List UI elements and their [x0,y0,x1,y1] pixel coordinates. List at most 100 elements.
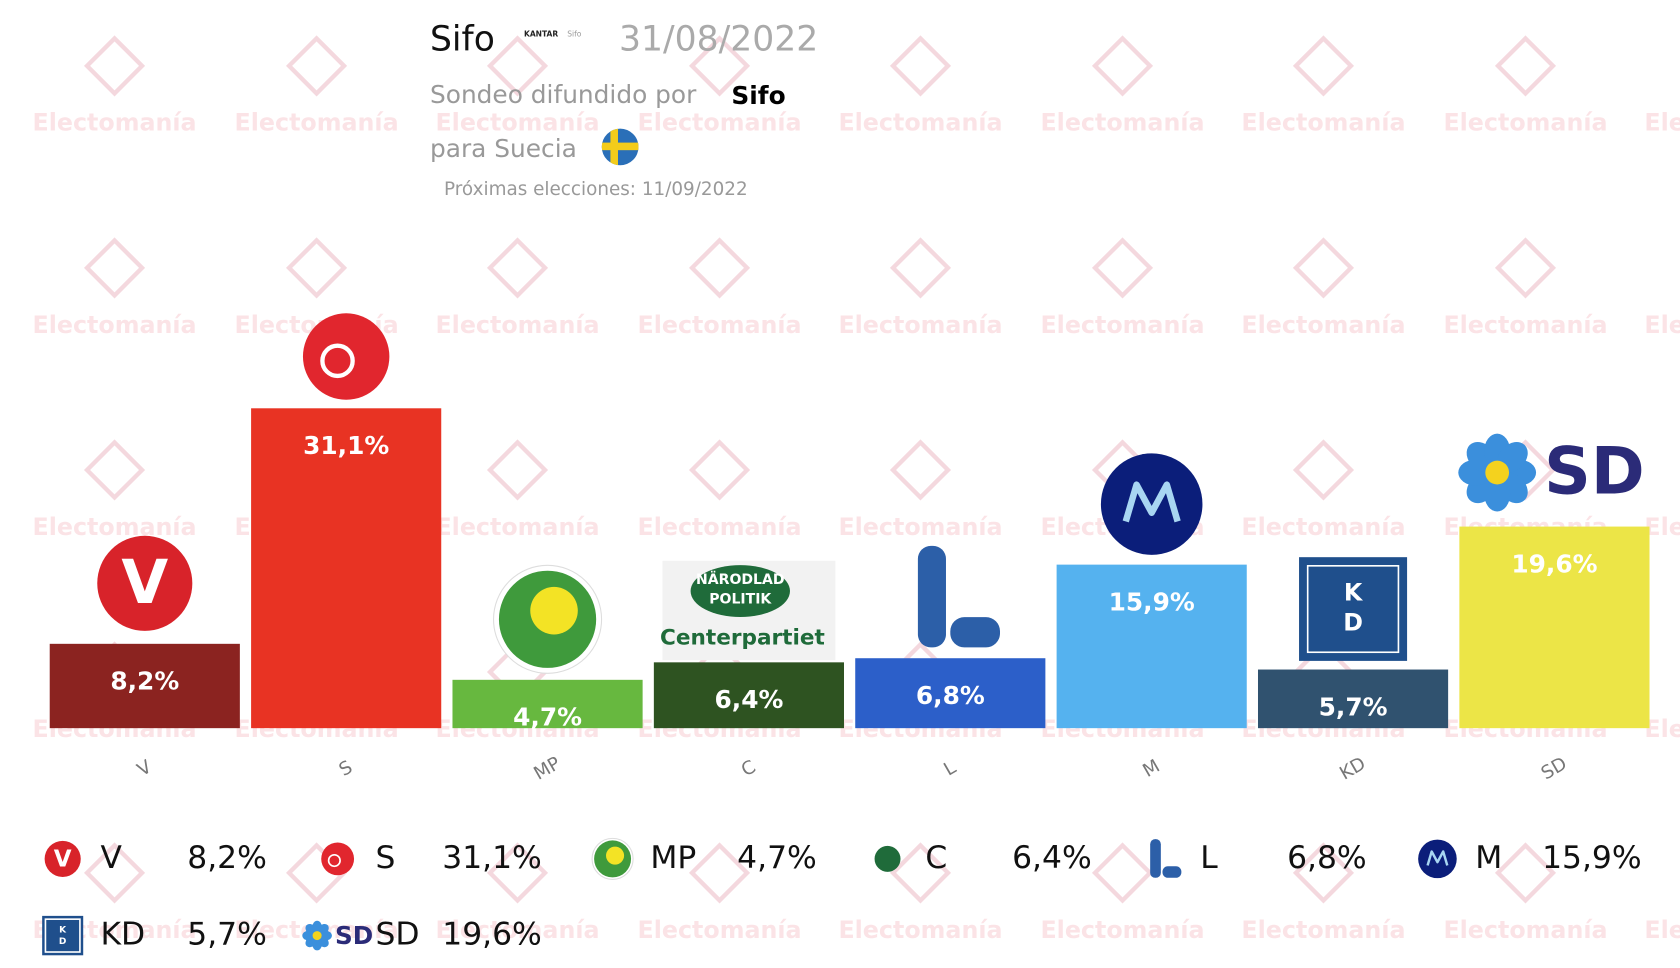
watermark: Electomanía [1241,916,1405,944]
watermark: Electomanía [638,916,802,944]
watermark-icon [1292,842,1355,904]
legend-value: 31,1% [442,840,542,876]
country: para Suecia [430,134,577,163]
x-tick-label: C [738,756,760,781]
watermark: Electomanía [838,513,1002,541]
watermark: Electomanía [838,916,1002,944]
watermark-icon [688,35,751,97]
logo [97,535,193,631]
watermark: Electomanía [1040,109,1204,137]
logo-text: K [1344,578,1364,606]
logo [1418,839,1457,879]
value-label: 4,7% [513,703,582,732]
logo [327,853,341,868]
watermark: Electomanía [638,109,802,137]
bar [1056,564,1247,729]
watermark-icon [1091,35,1154,97]
legend-name: L [1200,840,1218,876]
value-label: 8,2% [110,667,179,696]
watermark-icon [1091,237,1154,299]
watermark: Electomanía [1040,311,1204,339]
watermark-icon [286,35,348,97]
watermark-icon [486,237,549,299]
x-tick-label: SD [1538,753,1571,784]
legend-value: 6,4% [1012,840,1092,876]
bar [49,643,240,729]
watermark: Electomanía [435,311,599,339]
watermark: Electomanía [1644,916,1680,944]
watermark-icon [486,842,549,904]
x-tick-label: L [940,757,960,781]
value-label: 19,6% [1511,549,1597,578]
title: Sifo [430,20,495,60]
logo [606,846,625,865]
watermark-icon [83,237,146,299]
watermark-icon [486,35,549,97]
x-tick-label: S [336,757,357,781]
logo-text: POLITIK [709,592,772,608]
logo-text: KANTAR [524,30,558,39]
logo [312,931,322,941]
watermark: Electomanía [1443,916,1607,944]
date: 31/08/2022 [619,20,818,60]
flag [601,128,639,166]
logo [1100,453,1203,555]
watermark: Electomanía [1644,311,1680,339]
watermark-icon [1292,35,1355,97]
logo [917,545,946,648]
x-tick-label: M [1139,756,1163,782]
watermark: Electomanía [1443,109,1607,137]
next-election: Próximas elecciones: 11/09/2022 [444,179,748,200]
watermark-icon [1091,842,1154,904]
watermark-icon [83,35,146,97]
watermark-icon [1494,842,1557,904]
logo-text: SD [1544,434,1644,509]
watermark-icon [889,35,952,97]
legend-value: 15,9% [1542,840,1642,876]
watermark: Electomanía [33,311,197,339]
watermark-icon [688,842,751,904]
watermark-icon [889,439,952,501]
logo [321,842,355,876]
logo [1485,460,1510,485]
watermark: Electomanía [1241,513,1405,541]
watermark: Electomanía [1241,109,1405,137]
bar [653,662,844,729]
watermark-icon [286,237,348,299]
watermark: Electomanía [638,513,802,541]
logo [1122,481,1181,523]
watermark: Electomanía [638,311,802,339]
x-tick-label: MP [530,753,564,785]
value-label: 6,8% [916,681,985,710]
logo-text: Centerpartiet [660,626,825,651]
watermark-icon [83,439,146,501]
bar [1257,669,1449,729]
value-label: 6,4% [714,685,783,714]
value-label: 15,9% [1109,588,1195,617]
watermark-icon [1292,237,1355,299]
legend-value: 5,7% [187,917,267,953]
bar [251,408,442,729]
logo [1299,557,1408,661]
bar [452,679,643,729]
value-label: 5,7% [1319,692,1388,721]
legend-name: MP [650,840,696,876]
watermark: Electomanía [435,109,599,137]
legend-value: 19,6% [442,917,542,953]
legend-name: C [925,840,947,876]
legend-value: 4,7% [737,840,817,876]
logo-text: D [59,937,67,947]
logo [44,840,81,877]
legend-value: 8,2% [187,840,267,876]
watermark: Electomanía [435,916,599,944]
logo-text: V [54,847,72,873]
bar [1459,526,1650,729]
logo [1306,565,1400,654]
legend: V V 8,2% S 31,1% MP 4,7% C 6,4% L 6,8% M 15,9% KD KD 5,… [42,837,1642,956]
watermark: Electomanía [1443,311,1607,339]
legend-name: M [1475,840,1502,876]
watermark-icon [486,439,549,501]
logo [1426,850,1449,866]
bar [855,658,1046,729]
